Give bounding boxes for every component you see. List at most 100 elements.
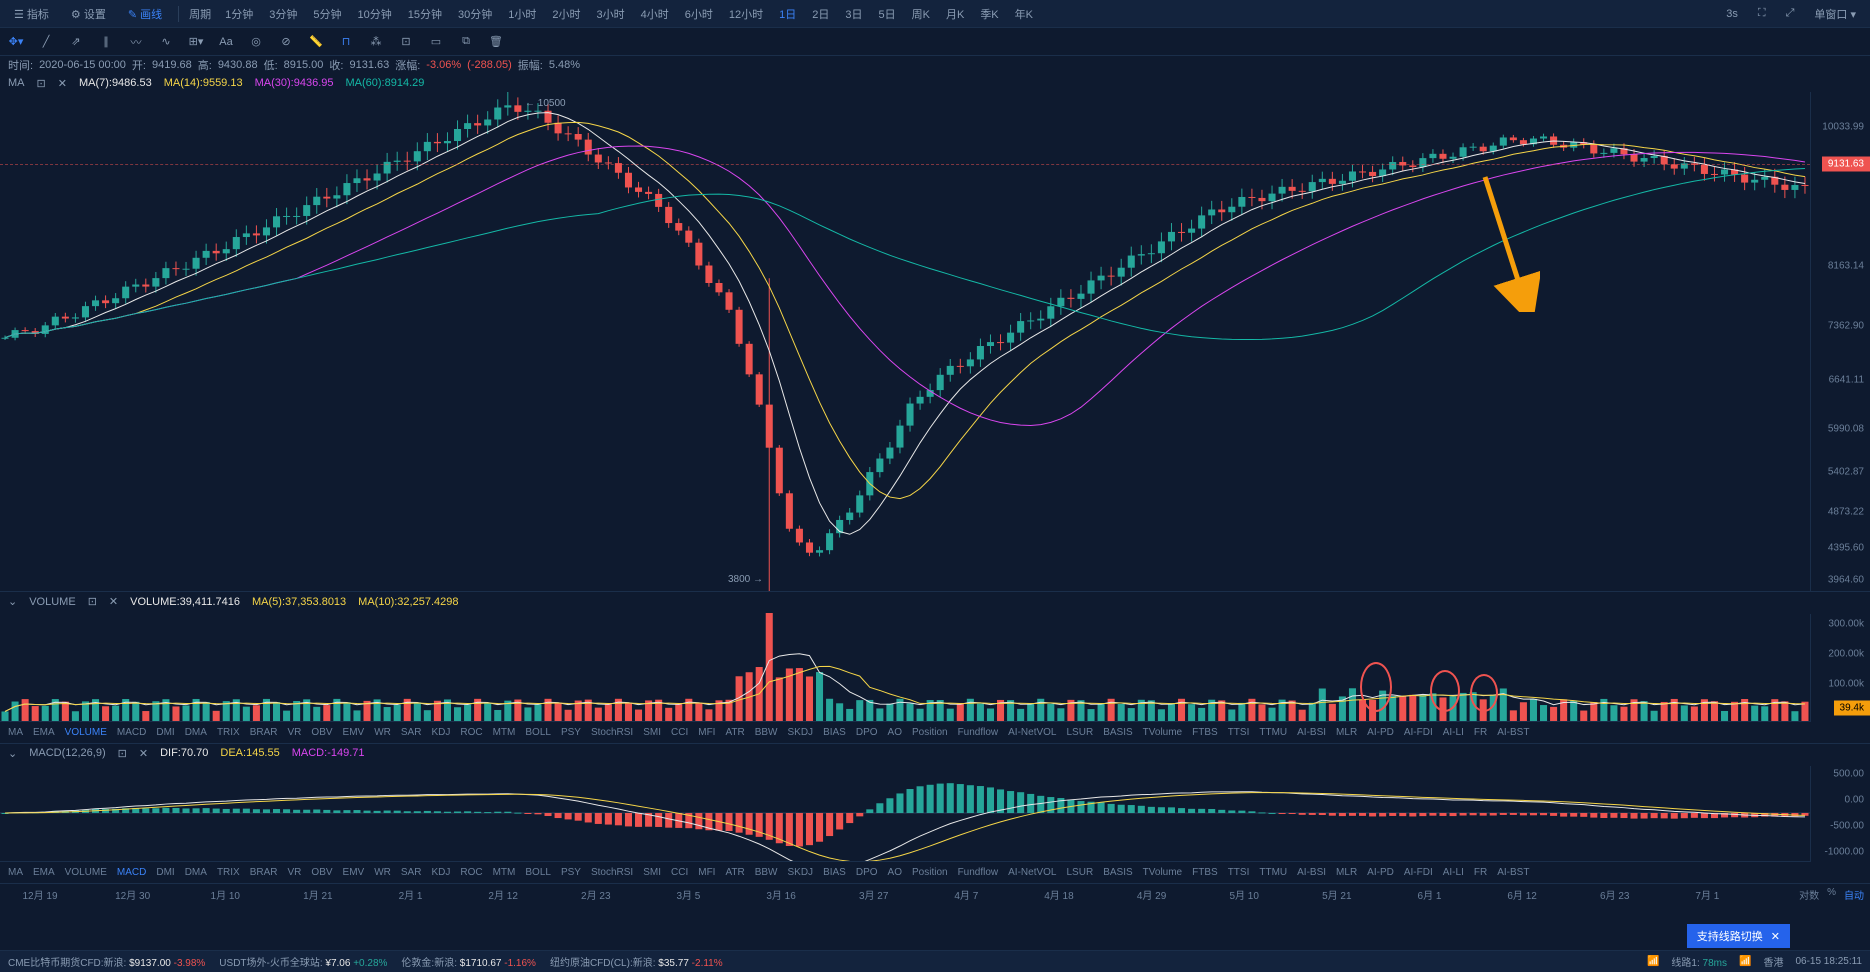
shape-tool-icon[interactable]: ◎ [246, 32, 266, 52]
indicator-tab-psy[interactable]: PSY [561, 867, 581, 878]
indicator-tab-ema[interactable]: EMA [33, 867, 55, 878]
indicator-tab-ai-pd[interactable]: AI-PD [1367, 867, 1394, 878]
indicator-tab-trix[interactable]: TRIX [217, 867, 240, 878]
indicator-tab-ai-netvol[interactable]: AI-NetVOL [1008, 727, 1056, 738]
period-7[interactable]: 2小时 [548, 4, 584, 24]
indicator-tab-ao[interactable]: AO [888, 727, 902, 738]
eraser-tool-icon[interactable]: ⊘ [276, 32, 296, 52]
volume-collapse-icon[interactable]: ⌄ [8, 595, 17, 608]
cursor-tool-icon[interactable]: ✥▾ [6, 32, 26, 52]
indicator-tab-ttsi[interactable]: TTSI [1228, 727, 1250, 738]
indicator-tab-mtm[interactable]: MTM [493, 867, 516, 878]
indicator-tab-skdj[interactable]: SKDJ [788, 727, 814, 738]
indicator-tab-ftbs[interactable]: FTBS [1192, 727, 1218, 738]
indicator-tab-smi[interactable]: SMI [643, 727, 661, 738]
notification-close-icon[interactable]: ✕ [1771, 930, 1780, 943]
indicator-tab-ema[interactable]: EMA [33, 727, 55, 738]
indicator-tab-brar[interactable]: BRAR [250, 727, 278, 738]
line-tool-icon[interactable]: ╱ [36, 32, 56, 52]
indicator-tab-fr[interactable]: FR [1474, 727, 1487, 738]
indicator-tab-kdj[interactable]: KDJ [431, 727, 450, 738]
indicator-tab-stochrsi[interactable]: StochRSI [591, 727, 633, 738]
period-1[interactable]: 3分钟 [265, 4, 301, 24]
indicator-tab-basis[interactable]: BASIS [1103, 867, 1132, 878]
indicator-tab-wr[interactable]: WR [374, 727, 391, 738]
fullscreen-icon[interactable]: ⛶ [1752, 5, 1772, 22]
period-17[interactable]: 月K [942, 4, 968, 24]
period-19[interactable]: 年K [1011, 4, 1037, 24]
indicator-tab-wr[interactable]: WR [374, 867, 391, 878]
indicator-tab-ao[interactable]: AO [888, 867, 902, 878]
ma-close-icon[interactable]: ✕ [58, 77, 67, 90]
indicator-tab-kdj[interactable]: KDJ [431, 867, 450, 878]
delete-tool-icon[interactable]: 🗑 [486, 32, 506, 52]
indicator-tab-ttmu[interactable]: TTMU [1259, 727, 1287, 738]
auto-scale-btn[interactable]: 自动 [1844, 887, 1864, 902]
indicator-tab-ftbs[interactable]: FTBS [1192, 867, 1218, 878]
indicator-tab-ai-fdi[interactable]: AI-FDI [1404, 867, 1433, 878]
indicator-tab-position[interactable]: Position [912, 727, 948, 738]
magnet-tool-icon[interactable]: ⊓ [336, 32, 356, 52]
indicator-tab-tvolume[interactable]: TVolume [1143, 867, 1182, 878]
log-scale-btn[interactable]: 对数 [1799, 887, 1819, 902]
indicator-tab-boll[interactable]: BOLL [525, 727, 551, 738]
indicator-tab-mlr[interactable]: MLR [1336, 867, 1357, 878]
period-15[interactable]: 5日 [875, 4, 900, 24]
indicator-tab-skdj[interactable]: SKDJ [788, 867, 814, 878]
indicator-tab-dmi[interactable]: DMI [156, 867, 174, 878]
indicator-tab-mfi[interactable]: MFI [698, 727, 715, 738]
period-13[interactable]: 2日 [808, 4, 833, 24]
indicator-tab-bias[interactable]: BIAS [823, 867, 846, 878]
indicator-tab-ma[interactable]: MA [8, 727, 23, 738]
ma-settings-icon[interactable]: ⊡ [37, 77, 46, 90]
period-12[interactable]: 1日 [775, 4, 800, 24]
indicator-tab-cci[interactable]: CCI [671, 867, 688, 878]
indicator-tab-fr[interactable]: FR [1474, 867, 1487, 878]
period-0[interactable]: 1分钟 [221, 4, 257, 24]
indicator-tab-volume[interactable]: VOLUME [65, 867, 107, 878]
indicator-tab-ai-bsi[interactable]: AI-BSI [1297, 867, 1326, 878]
period-6[interactable]: 1小时 [504, 4, 540, 24]
indicator-tab-mtm[interactable]: MTM [493, 727, 516, 738]
indicator-tab-lsur[interactable]: LSUR [1067, 727, 1094, 738]
indicator-tab-ai-bsi[interactable]: AI-BSI [1297, 727, 1326, 738]
indicator-tab-roc[interactable]: ROC [460, 727, 482, 738]
brush-tool-icon[interactable]: 〰 [126, 32, 146, 52]
draw-button[interactable]: ✎ 画线 [122, 4, 168, 24]
indicator-tab-ai-pd[interactable]: AI-PD [1367, 727, 1394, 738]
indicator-tab-emv[interactable]: EMV [343, 727, 365, 738]
indicator-tab-stochrsi[interactable]: StochRSI [591, 867, 633, 878]
indicator-tab-cci[interactable]: CCI [671, 727, 688, 738]
indicator-tab-ma[interactable]: MA [8, 867, 23, 878]
wave-tool-icon[interactable]: ∿ [156, 32, 176, 52]
expand-icon[interactable]: ⤢ [1780, 5, 1801, 22]
parallel-tool-icon[interactable]: ∥ [96, 32, 116, 52]
indicator-tab-boll[interactable]: BOLL [525, 867, 551, 878]
indicator-tab-obv[interactable]: OBV [311, 867, 332, 878]
indicator-tab-trix[interactable]: TRIX [217, 727, 240, 738]
indicator-tab-volume[interactable]: VOLUME [65, 727, 107, 738]
indicator-tab-macd[interactable]: MACD [117, 727, 146, 738]
indicator-tab-emv[interactable]: EMV [343, 867, 365, 878]
volume-close-icon[interactable]: ✕ [109, 595, 118, 608]
indicator-tab-position[interactable]: Position [912, 867, 948, 878]
indicator-tab-psy[interactable]: PSY [561, 727, 581, 738]
indicator-tab-ttmu[interactable]: TTMU [1259, 867, 1287, 878]
indicator-tab-roc[interactable]: ROC [460, 867, 482, 878]
copy-tool-icon[interactable]: ⧉ [456, 32, 476, 52]
indicator-tab-sar[interactable]: SAR [401, 867, 422, 878]
period-14[interactable]: 3日 [841, 4, 866, 24]
refresh-interval[interactable]: 3s [1720, 6, 1744, 22]
indicator-tab-basis[interactable]: BASIS [1103, 727, 1132, 738]
indicator-tab-lsur[interactable]: LSUR [1067, 867, 1094, 878]
period-16[interactable]: 周K [908, 4, 934, 24]
indicator-tab-smi[interactable]: SMI [643, 867, 661, 878]
measure-tool-icon[interactable]: 📏 [306, 32, 326, 52]
period-10[interactable]: 6小时 [681, 4, 717, 24]
macd-collapse-icon[interactable]: ⌄ [8, 747, 17, 760]
period-9[interactable]: 4小时 [637, 4, 673, 24]
period-4[interactable]: 15分钟 [404, 4, 446, 24]
price-chart[interactable]: ← 10500 3800 → 9131.63 10033.998163.1473… [0, 92, 1870, 592]
indicator-tab-ai-fdi[interactable]: AI-FDI [1404, 727, 1433, 738]
trend-tool-icon[interactable]: ⇗ [66, 32, 86, 52]
